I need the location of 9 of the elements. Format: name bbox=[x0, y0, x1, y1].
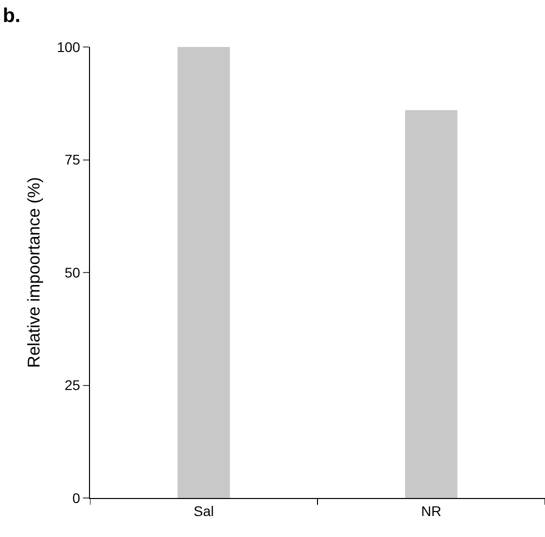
y-tick-label: 0 bbox=[72, 490, 80, 506]
y-tick-label: 100 bbox=[56, 38, 80, 55]
y-tick-label: 25 bbox=[64, 377, 80, 394]
y-tick-label: 50 bbox=[64, 264, 80, 280]
y-tick-label: 75 bbox=[64, 152, 80, 168]
x-tick-label: NR bbox=[421, 502, 442, 519]
y-axis-title: Relative impoortance (%) bbox=[24, 177, 44, 368]
chart-title: b. bbox=[2, 5, 21, 28]
x-tick-label: Sal bbox=[194, 502, 214, 519]
